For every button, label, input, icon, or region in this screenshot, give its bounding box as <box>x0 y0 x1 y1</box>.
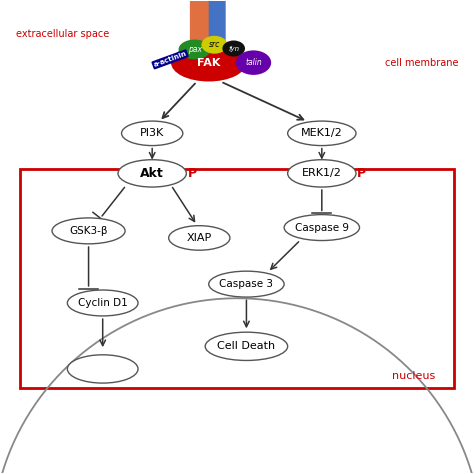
Text: FAK: FAK <box>197 58 220 68</box>
Ellipse shape <box>169 226 230 250</box>
FancyBboxPatch shape <box>190 0 210 72</box>
Text: cell membrane: cell membrane <box>385 58 458 68</box>
Text: P: P <box>188 167 197 180</box>
Text: MEK1/2: MEK1/2 <box>301 128 343 138</box>
Text: Cyclin D1: Cyclin D1 <box>78 298 128 308</box>
Ellipse shape <box>118 160 186 187</box>
Ellipse shape <box>288 121 356 146</box>
Text: Cell Death: Cell Death <box>218 341 275 351</box>
Ellipse shape <box>171 44 246 82</box>
Text: Caspase 3: Caspase 3 <box>219 279 273 289</box>
Text: fyn: fyn <box>228 46 239 52</box>
Ellipse shape <box>284 215 359 240</box>
Ellipse shape <box>201 36 228 54</box>
Text: Akt: Akt <box>140 167 164 180</box>
Text: ERK1/2: ERK1/2 <box>302 168 342 178</box>
Ellipse shape <box>205 332 288 360</box>
Text: Caspase 9: Caspase 9 <box>295 223 349 233</box>
Text: P: P <box>357 167 366 180</box>
Text: pax: pax <box>188 45 201 54</box>
Text: nucleus: nucleus <box>392 371 435 381</box>
Text: src: src <box>209 40 220 49</box>
Text: PI3K: PI3K <box>140 128 164 138</box>
Text: talin: talin <box>245 58 262 67</box>
Text: XIAP: XIAP <box>187 233 212 243</box>
FancyBboxPatch shape <box>209 0 226 72</box>
Ellipse shape <box>121 121 183 146</box>
Ellipse shape <box>52 218 125 244</box>
Text: GSK3-β: GSK3-β <box>69 226 108 236</box>
Ellipse shape <box>67 290 138 316</box>
Ellipse shape <box>288 160 356 187</box>
Ellipse shape <box>209 271 284 297</box>
Ellipse shape <box>179 39 210 59</box>
Ellipse shape <box>67 355 138 383</box>
Text: a-actinin: a-actinin <box>153 51 187 68</box>
Bar <box>20 169 454 388</box>
Text: extracellular space: extracellular space <box>16 29 109 39</box>
Ellipse shape <box>236 50 271 75</box>
Ellipse shape <box>222 40 245 56</box>
